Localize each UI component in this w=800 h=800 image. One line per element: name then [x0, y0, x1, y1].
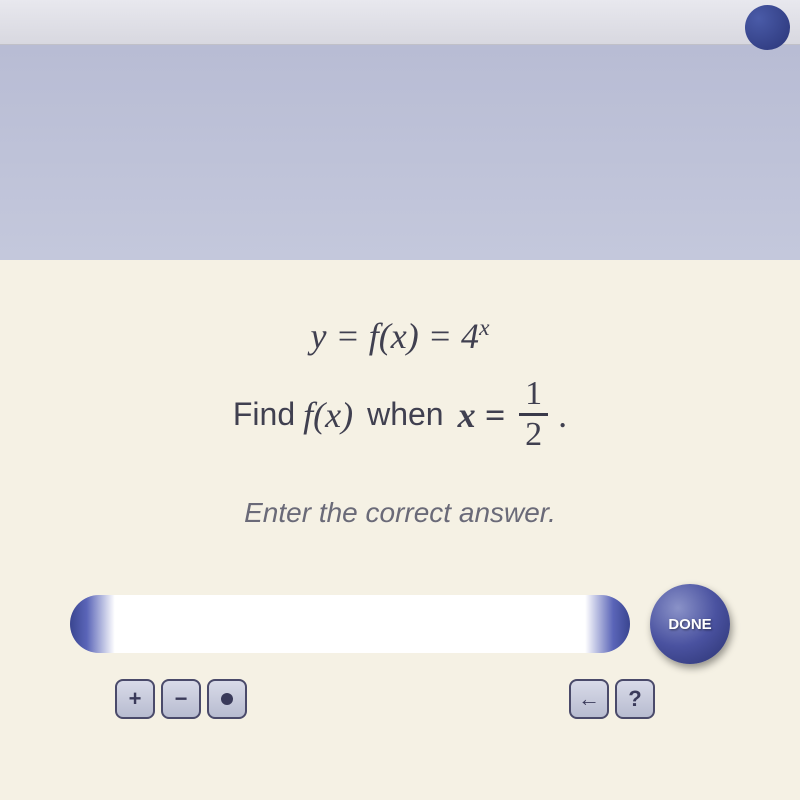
- fraction-value: 1 2: [519, 377, 548, 452]
- dot-icon: [221, 693, 233, 705]
- fraction-denominator: 2: [519, 416, 548, 452]
- question-panel: y = f(x) = 4x Find f(x) when x = 1 2 . E…: [0, 260, 800, 800]
- fx-label: f(x): [303, 394, 353, 436]
- back-button[interactable]: ←: [569, 679, 609, 719]
- spacer: [253, 679, 563, 719]
- header-band: [0, 45, 800, 260]
- equation-block: y = f(x) = 4x Find f(x) when x = 1 2 .: [40, 315, 760, 452]
- when-label: when: [367, 396, 444, 433]
- x-equals-label: x =: [458, 394, 506, 436]
- find-label: Find: [233, 396, 295, 433]
- help-button[interactable]: ?: [615, 679, 655, 719]
- minus-button[interactable]: −: [161, 679, 201, 719]
- tool-buttons-row: + − ← ?: [115, 679, 760, 719]
- top-right-icon[interactable]: [745, 5, 790, 50]
- instruction-text: Enter the correct answer.: [40, 497, 760, 529]
- equation-question: Find f(x) when x = 1 2 .: [40, 377, 760, 452]
- fraction-numerator: 1: [519, 377, 548, 413]
- plus-button[interactable]: +: [115, 679, 155, 719]
- top-toolbar: [0, 0, 800, 45]
- answer-row: DONE: [40, 584, 760, 664]
- dot-button[interactable]: [207, 679, 247, 719]
- equation-definition: y = f(x) = 4x: [40, 315, 760, 357]
- answer-input[interactable]: [70, 595, 630, 653]
- equation-exponent: x: [479, 315, 489, 341]
- done-button[interactable]: DONE: [650, 584, 730, 664]
- equation-lhs: y = f(x) = 4: [311, 316, 480, 356]
- period: .: [558, 394, 567, 436]
